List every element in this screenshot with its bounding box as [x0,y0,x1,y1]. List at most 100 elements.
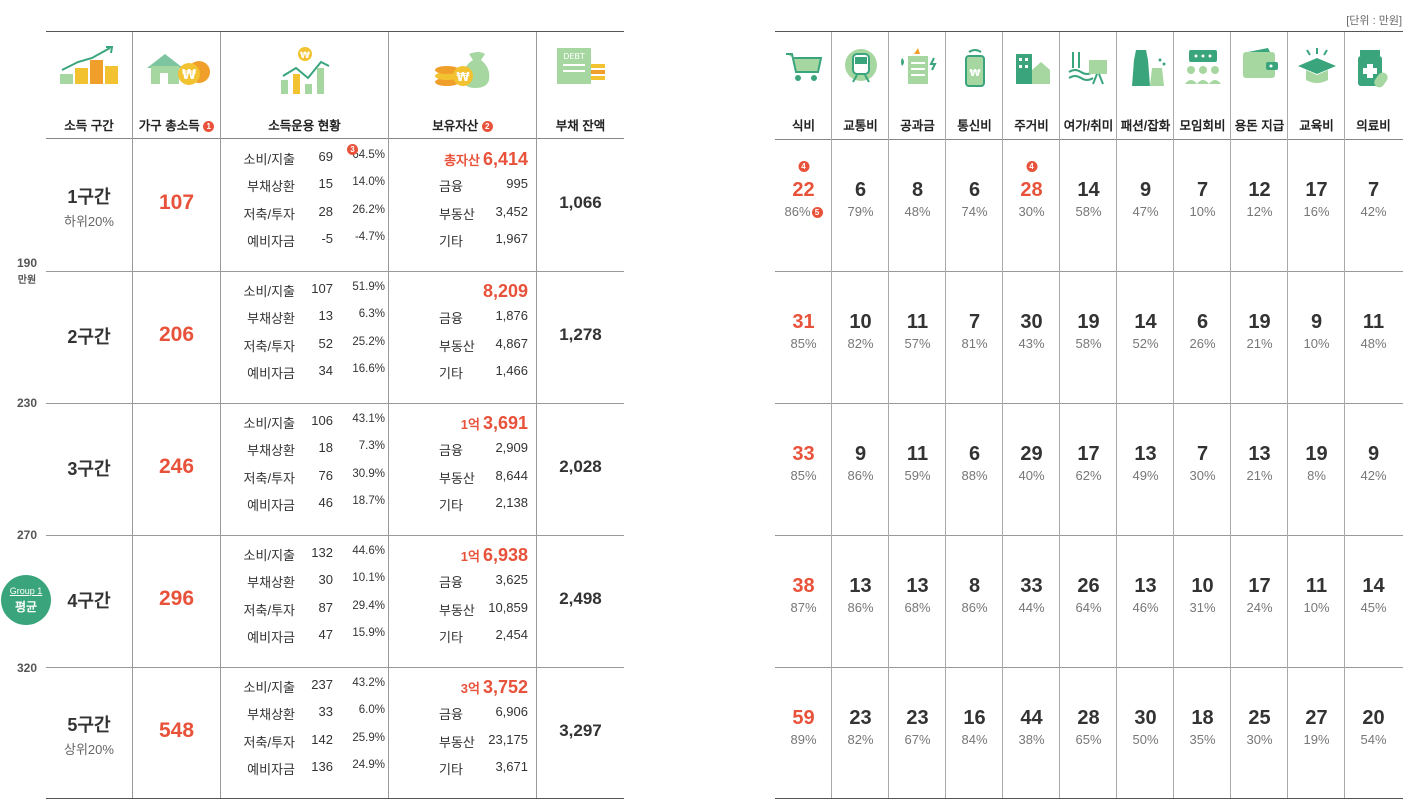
expense-cell: 14 52% [1117,311,1174,351]
expense-percent: 45% [1360,600,1387,615]
asset-label: 부동산 [439,734,475,750]
expense-percent: 35% [1189,732,1216,747]
expense-percent: 64% [1075,600,1102,615]
usage-value: -5 [321,231,333,247]
expense-value: 22 [792,179,815,201]
tier-name: 3구간 [67,459,111,479]
usage-percent: 29.4% [352,599,385,612]
note-badge: 3 [347,144,358,155]
asset-value: 1,466 [495,363,528,379]
usage-label: 예비자금 [247,498,295,514]
expense-percent: 10% [1189,204,1216,219]
expense-column: 모임회비 [1174,32,1231,798]
asset-breakdown: 총자산 6,414 금융 995 부동산 3,452 기타 1,967 [389,149,536,259]
usage-value: 106 [311,413,333,428]
usage-row: 소비/지출 106 43.1% [221,413,389,440]
usage-row: 부채상환 13 6.3% [221,308,389,335]
expense-column: 의료비 [1345,32,1402,798]
asset-row: 부동산 10,859 [389,600,536,627]
expense-percent: 81% [961,336,988,351]
usage-label: 예비자금 [247,630,295,646]
expense-cell: 13 86% [832,575,889,615]
usage-row: 부채상환 15 14.0% [221,176,389,203]
expense-percent: 12% [1246,204,1273,219]
asset-value: 10,859 [488,599,528,615]
expense-cell: 11 57% [889,311,946,351]
usage-percent: 30.9% [352,467,385,480]
column-divider [132,32,133,798]
expense-cell: 9 86% [832,443,889,483]
asset-value: 2,909 [495,440,528,456]
expense-cell: 30 50% [1117,707,1174,747]
expense-value: 29 [1020,443,1043,465]
expense-cell: 9 42% [1345,443,1402,483]
asset-value: 23,175 [488,731,528,747]
tier-sub: 상위20% [64,742,114,757]
expense-cell: 19 58% [1060,311,1117,351]
house-icon [1012,48,1052,91]
expense-value: 13 [849,575,872,597]
asset-value: 8,644 [495,467,528,483]
asset-total-prefix: 1억 [460,549,480,564]
debt-document-icon: DEBT [553,46,609,91]
usage-label: 예비자금 [247,366,295,382]
asset-value: 3,625 [495,572,528,588]
expense-cell: 13 21% [1231,443,1288,483]
asset-label: 기타 [439,234,463,250]
row-divider [775,667,1403,668]
expense-percent: 58% [1075,204,1102,219]
column-divider [1287,32,1288,798]
header-debt: DEBT 부채 잔액 [537,32,624,139]
expense-cell: 38 87% [775,575,832,615]
expense-column: 여가/취미 [1060,32,1117,798]
column-divider [1173,32,1174,798]
expense-cell: 30 43% [1003,311,1060,351]
income-value: 246 [158,455,195,478]
column-divider [888,32,889,798]
expense-value: 44 [1020,707,1043,729]
usage-row: 예비자금 46 18.7% [221,495,389,522]
expense-percent: 86% 5 [775,204,832,219]
expense-value: 30 [1134,707,1157,729]
asset-total-prefix: 3억 [460,681,480,696]
expense-category-label: 교통비 [843,119,878,133]
asset-row: 부동산 3,452 [389,204,536,231]
expense-value: 7 [1196,443,1209,465]
leisure-icon [1067,48,1111,91]
asset-breakdown: 8,209 금융 1,876 부동산 4,867 기타 1,466 [389,281,536,391]
usage-breakdown: 소비/지출 107 51.9% 부채상환 13 6.3% 저축/투자 52 25.2% 예비자금 3… [221,281,389,391]
axis-label-230: 230 [16,396,38,410]
income-table: 소득 구간 ₩ 가구 총소득 1 ₩ [46,31,624,799]
header-usage: ₩ 소득운용 현황 [221,32,388,139]
asset-breakdown: 1억 3,691 금융 2,909 부동산 8,644 기타 2,138 [389,413,536,523]
column-divider [1230,32,1231,798]
expense-value: 11 [1362,311,1385,333]
asset-row: 금융 2,909 [389,440,536,467]
expense-value: 7 [968,311,981,333]
expense-percent: 49% [1132,468,1159,483]
usage-value: 28 [318,203,333,219]
expense-value: 13 [1134,443,1157,465]
header-debt-label: 부채 잔액 [555,119,606,133]
usage-row: 부채상환 30 10.1% [221,572,389,599]
expense-cell: 17 62% [1060,443,1117,483]
asset-row: 금융 6,906 [389,704,536,731]
expense-cell: 20 54% [1345,707,1402,747]
row-divider [46,271,624,272]
note-badge: 1 [203,121,215,133]
expense-value: 23 [906,707,929,729]
usage-percent: 43.2% [352,677,385,689]
usage-percent: 43.1% [352,413,385,425]
expense-percent: 86% [847,468,874,483]
expense-percent: 21% [1246,468,1273,483]
unit-note: [단위 : 만원] [1346,15,1402,27]
header-asset-text: 보유자산 [432,119,479,133]
expense-value: 59 [792,707,815,729]
asset-total: 1억 6,938 [389,545,536,572]
usage-value: 87 [318,599,333,615]
medicine-icon [1356,48,1392,93]
usage-label: 예비자금 [247,762,295,778]
usage-value: 107 [311,281,333,296]
usage-label: 부채상환 [247,179,295,195]
usage-label: 소비/지출 [243,152,295,167]
